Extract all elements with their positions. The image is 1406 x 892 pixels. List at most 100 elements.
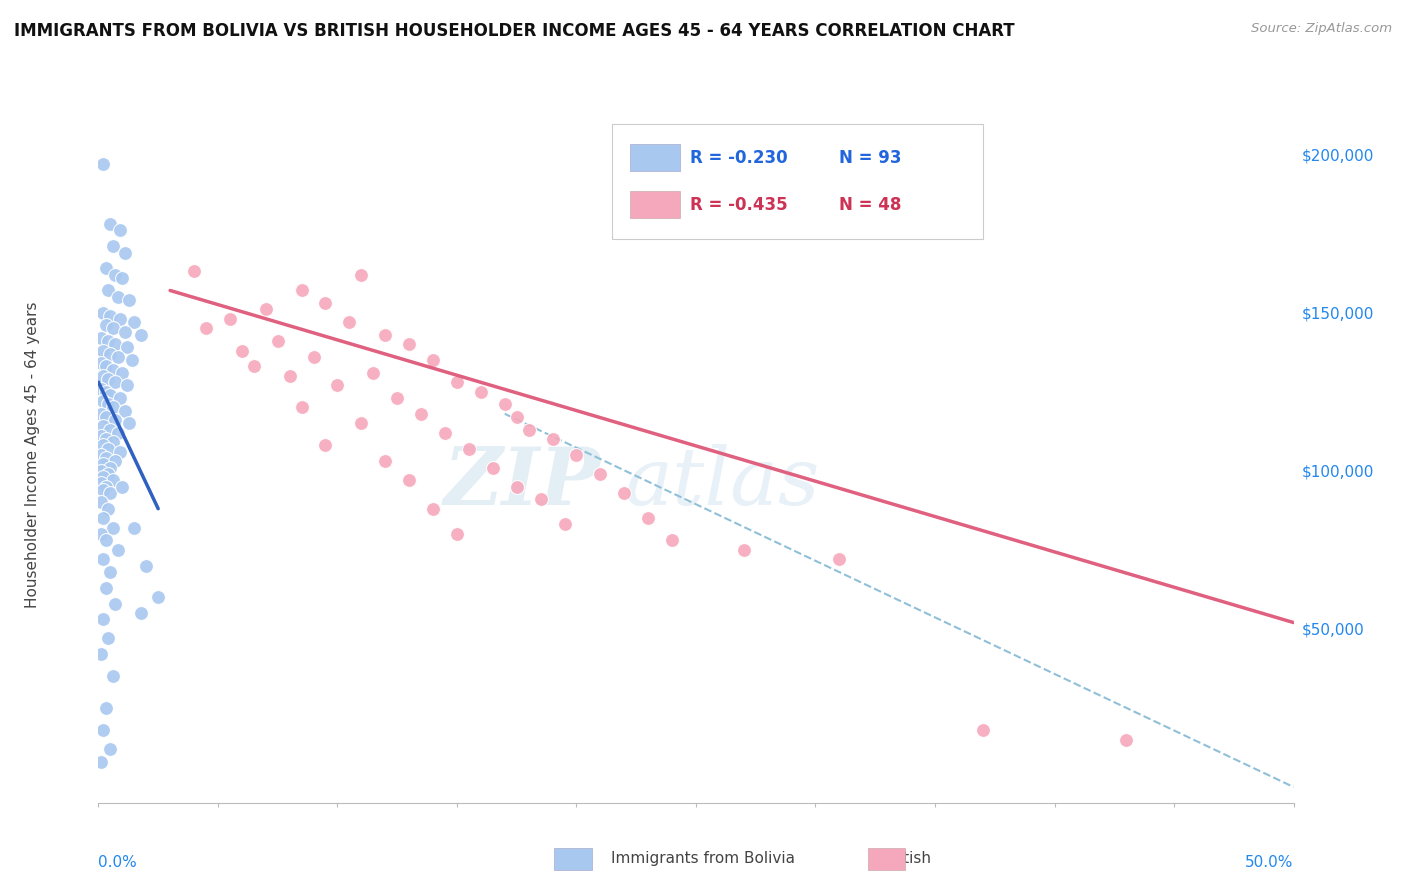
- Point: [90, 407, 112, 421]
- Point: [98, 347, 122, 361]
- Point: [374, 454, 396, 468]
- Point: [135, 558, 157, 573]
- Point: [398, 337, 420, 351]
- Point: [90, 464, 112, 478]
- Point: [101, 239, 124, 253]
- Point: [267, 334, 290, 348]
- Point: [98, 742, 122, 756]
- Point: [506, 479, 529, 493]
- Point: [350, 417, 373, 431]
- Point: [517, 423, 540, 437]
- Point: [231, 343, 253, 358]
- Point: [148, 591, 170, 605]
- Point: [494, 397, 516, 411]
- Text: atlas: atlas: [624, 444, 820, 522]
- Point: [1115, 732, 1137, 747]
- Point: [446, 375, 468, 389]
- FancyBboxPatch shape: [630, 191, 681, 219]
- Point: [108, 391, 131, 405]
- Point: [90, 382, 112, 396]
- Point: [94, 533, 117, 548]
- Point: [315, 438, 337, 452]
- Point: [104, 337, 127, 351]
- Point: [108, 444, 131, 458]
- Point: [98, 309, 122, 323]
- FancyBboxPatch shape: [630, 144, 681, 171]
- Point: [278, 368, 301, 383]
- Point: [124, 315, 146, 329]
- Point: [90, 755, 112, 769]
- Point: [91, 368, 114, 383]
- Point: [104, 375, 127, 389]
- Point: [91, 612, 114, 626]
- Point: [97, 442, 120, 456]
- Point: [114, 403, 136, 417]
- Text: 50.0%: 50.0%: [1246, 855, 1294, 870]
- Point: [91, 458, 114, 472]
- Point: [97, 632, 120, 646]
- Point: [554, 517, 576, 532]
- Point: [339, 315, 360, 329]
- Point: [374, 327, 396, 342]
- Point: [363, 366, 385, 380]
- Point: [111, 270, 134, 285]
- Text: Source: ZipAtlas.com: Source: ZipAtlas.com: [1251, 22, 1392, 36]
- Point: [411, 407, 433, 421]
- Point: [101, 473, 124, 487]
- Text: N = 48: N = 48: [839, 196, 901, 214]
- Point: [108, 223, 131, 237]
- Point: [291, 284, 314, 298]
- Point: [326, 378, 349, 392]
- Point: [302, 350, 325, 364]
- Point: [131, 327, 153, 342]
- Point: [91, 470, 114, 484]
- Point: [613, 486, 636, 500]
- Point: [98, 486, 122, 500]
- Point: [108, 312, 131, 326]
- Point: [98, 423, 122, 437]
- Point: [589, 467, 612, 481]
- Point: [385, 391, 409, 405]
- Point: [637, 511, 659, 525]
- Point: [118, 293, 141, 307]
- Point: [107, 425, 129, 440]
- Point: [101, 435, 124, 450]
- Point: [98, 217, 122, 231]
- Point: [94, 359, 117, 374]
- Point: [97, 397, 120, 411]
- Point: [104, 454, 127, 468]
- Point: [124, 521, 146, 535]
- Point: [733, 542, 755, 557]
- Text: R = -0.435: R = -0.435: [690, 196, 787, 214]
- Point: [97, 334, 120, 348]
- Point: [219, 312, 242, 326]
- Text: IMMIGRANTS FROM BOLIVIA VS BRITISH HOUSEHOLDER INCOME AGES 45 - 64 YEARS CORRELA: IMMIGRANTS FROM BOLIVIA VS BRITISH HOUSE…: [14, 22, 1015, 40]
- Point: [91, 419, 114, 434]
- Point: [94, 261, 117, 276]
- Point: [458, 442, 481, 456]
- Point: [91, 157, 114, 171]
- Point: [90, 476, 112, 491]
- Point: [94, 479, 117, 493]
- Point: [101, 401, 124, 415]
- Point: [107, 542, 129, 557]
- Point: [118, 417, 141, 431]
- Point: [90, 448, 112, 462]
- Text: R = -0.230: R = -0.230: [690, 149, 787, 167]
- Point: [94, 451, 117, 466]
- Point: [91, 305, 114, 319]
- Point: [101, 362, 124, 376]
- Point: [115, 340, 138, 354]
- Point: [98, 388, 122, 402]
- Point: [94, 384, 117, 399]
- Point: [91, 552, 114, 566]
- Point: [90, 429, 112, 443]
- Text: ZIP: ZIP: [443, 444, 600, 522]
- Point: [90, 356, 112, 370]
- Point: [506, 409, 529, 424]
- Point: [398, 473, 420, 487]
- Point: [98, 460, 122, 475]
- Text: Householder Income Ages 45 - 64 years: Householder Income Ages 45 - 64 years: [25, 301, 41, 608]
- Point: [91, 723, 114, 737]
- Point: [90, 331, 112, 345]
